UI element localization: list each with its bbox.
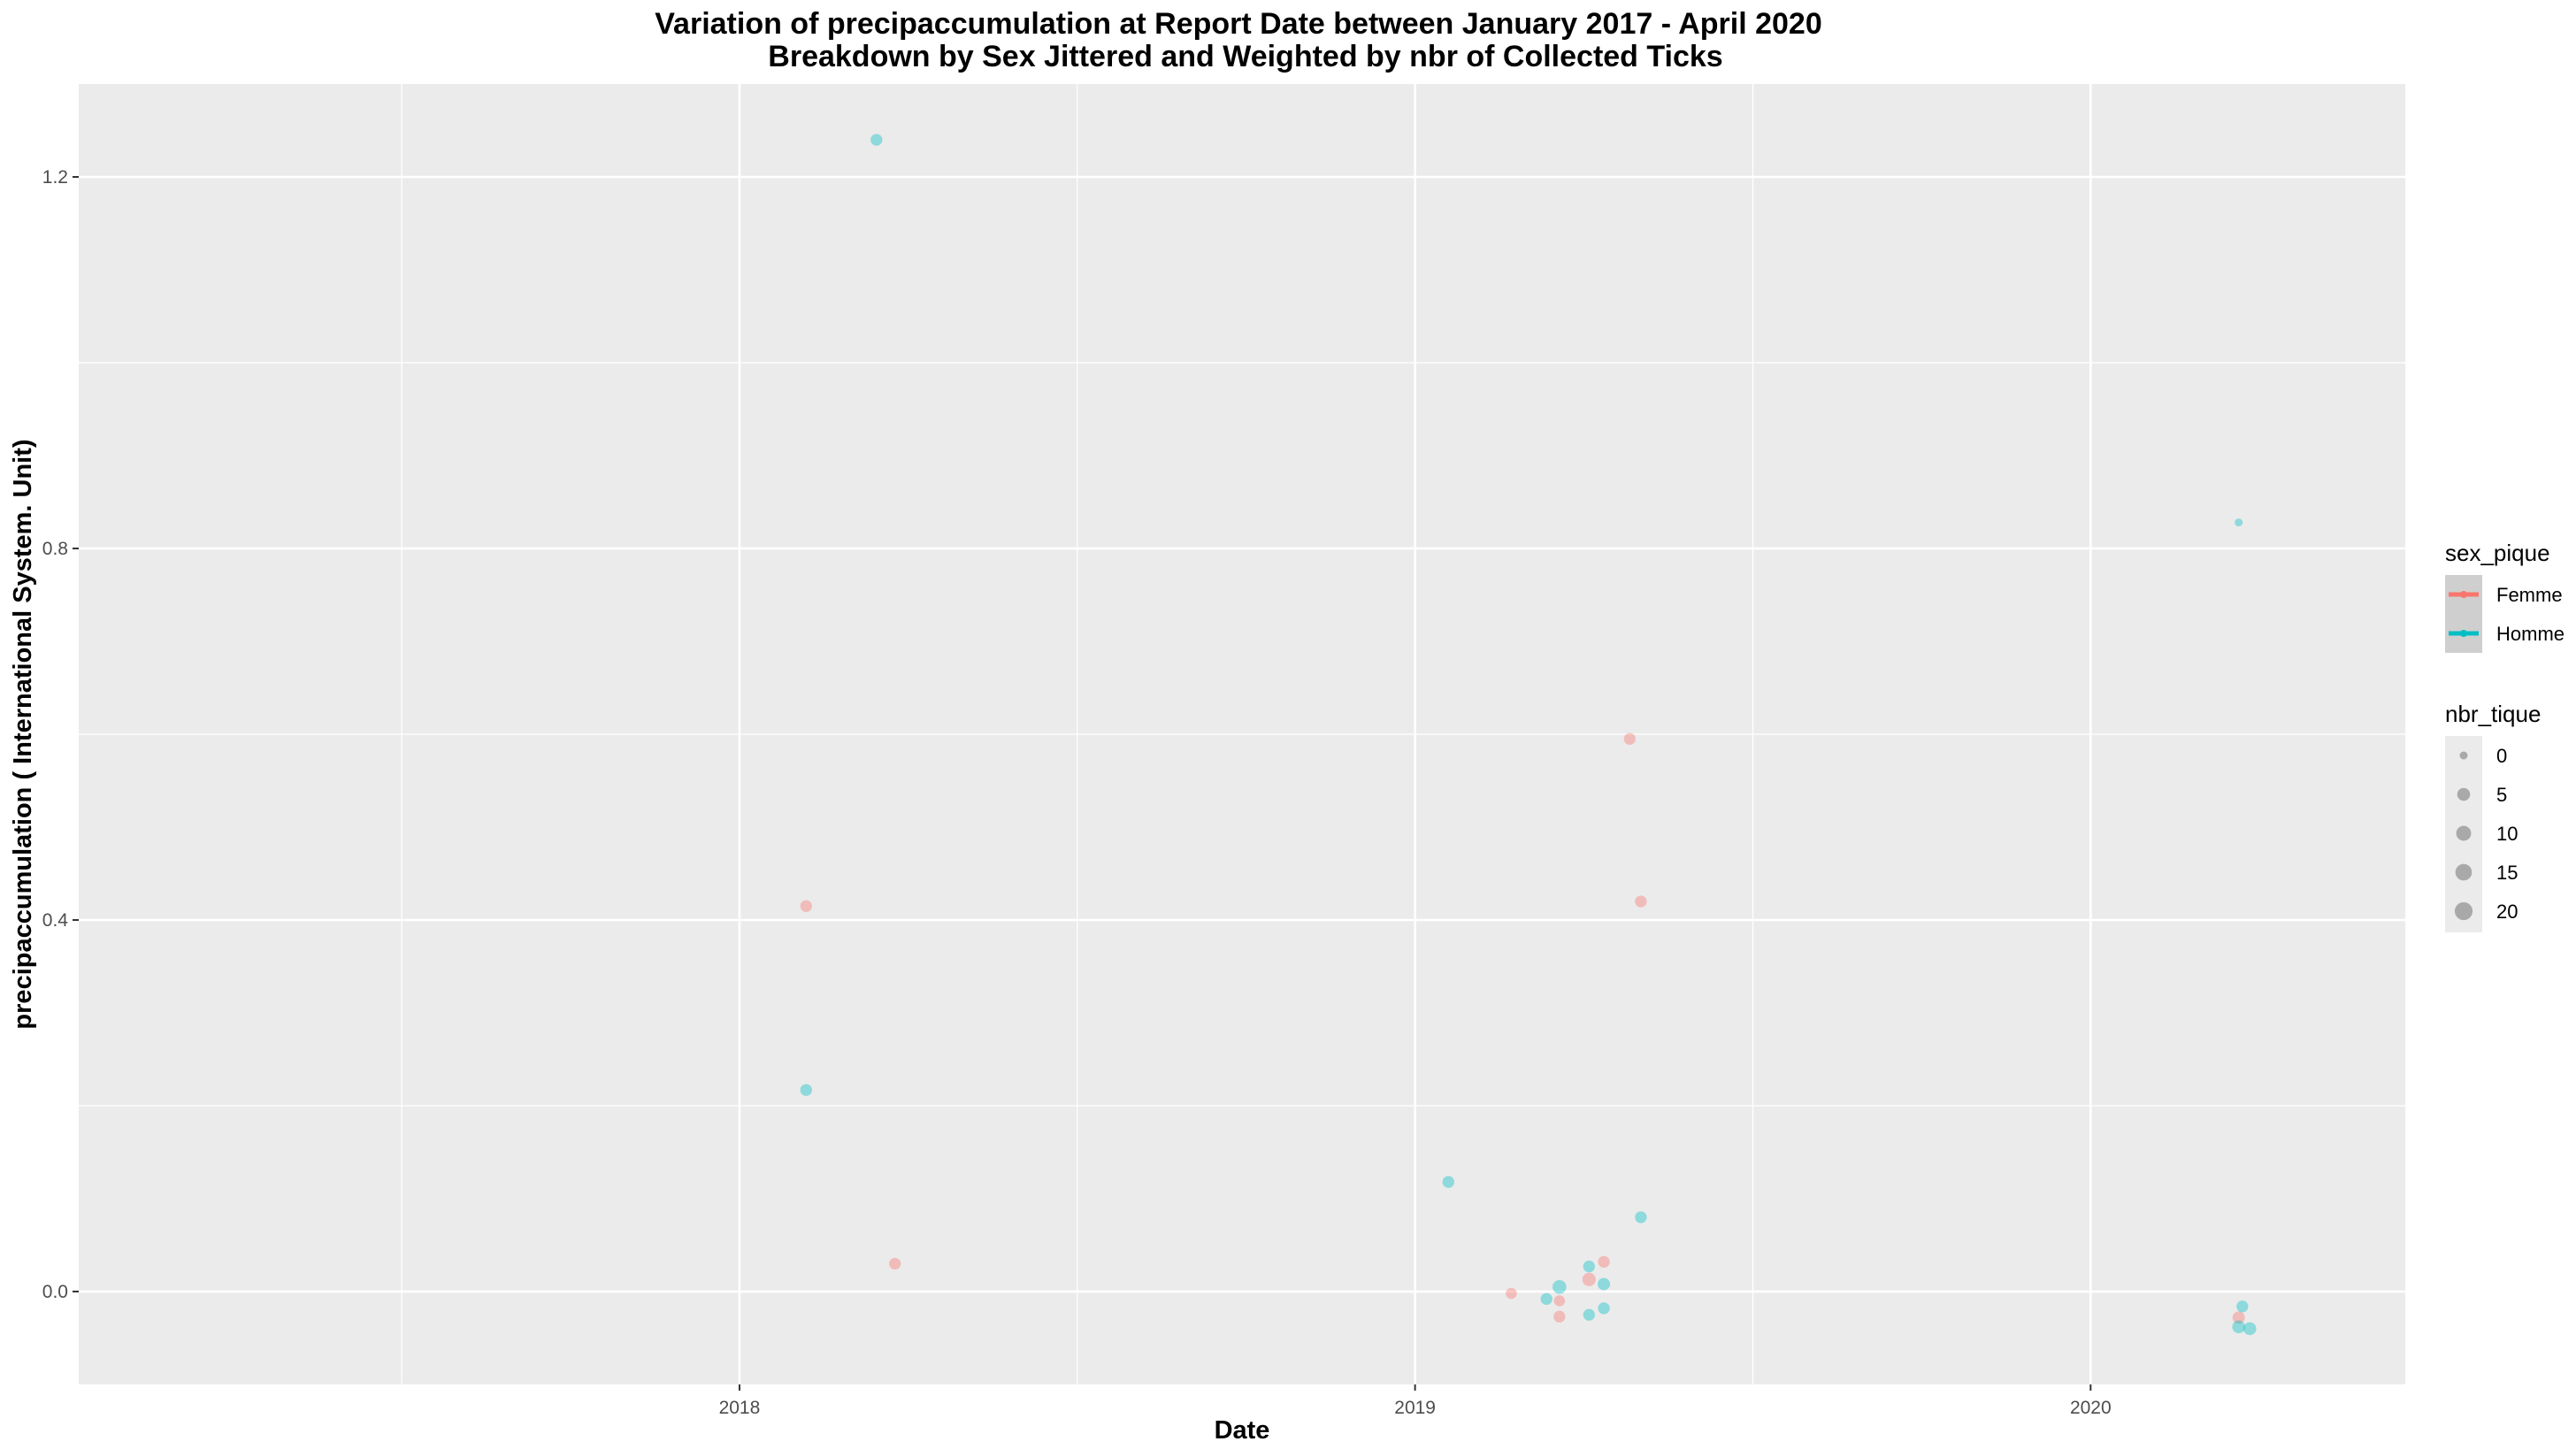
- minor-gridlines: [79, 84, 2405, 1384]
- legend-size-key: [2456, 825, 2472, 841]
- y-tick-label: 0.0: [42, 1282, 68, 1302]
- point-femme: [1506, 1287, 1517, 1300]
- legend-size-key: [2455, 863, 2472, 881]
- legend-sex: sex_pique Femme Homme: [2445, 540, 2564, 653]
- major-gridlines: [79, 84, 2405, 1384]
- legend-size-key: [2457, 787, 2471, 801]
- point-femme: [1582, 1272, 1596, 1286]
- legend-key-point-femme: [2460, 591, 2467, 598]
- point-femme: [1635, 895, 1647, 908]
- x-tick-label: 2020: [2070, 1398, 2112, 1418]
- legend-size-label: 20: [2496, 901, 2518, 923]
- x-tick-label: 2019: [1394, 1398, 1436, 1418]
- point-homme: [870, 134, 883, 146]
- y-axis-title: precipaccumulation ( International Syste…: [9, 439, 37, 1029]
- point-homme: [2242, 1322, 2257, 1336]
- y-tick-label: 1.2: [42, 167, 68, 188]
- legend-size-label: 5: [2496, 784, 2507, 806]
- point-homme: [1635, 1211, 1647, 1223]
- point-homme: [800, 1084, 812, 1096]
- point-homme: [2232, 1320, 2245, 1334]
- point-homme: [1552, 1279, 1567, 1294]
- legend-label-homme: Homme: [2496, 623, 2564, 645]
- y-tick-label: 0.8: [42, 539, 68, 559]
- point-femme: [800, 900, 812, 912]
- point-femme: [889, 1257, 901, 1270]
- legend-size-key: [2459, 751, 2468, 760]
- y-axis-ticks: 0.0 0.4 0.8 1.2: [42, 167, 79, 1302]
- chart-subtitle: Breakdown by Sex Jittered and Weighted b…: [768, 40, 1722, 73]
- point-homme: [2235, 518, 2243, 527]
- legend-size-label: 15: [2496, 862, 2518, 884]
- legend-sex-title: sex_pique: [2445, 540, 2550, 566]
- x-tick-label: 2018: [719, 1398, 761, 1418]
- legend-sex-key-bg: [2445, 575, 2482, 653]
- point-homme: [1598, 1277, 1611, 1291]
- point-homme: [1442, 1176, 1454, 1188]
- legend-size-key: [2454, 901, 2473, 921]
- legend-key-point-homme: [2460, 630, 2467, 637]
- point-homme: [1598, 1302, 1610, 1315]
- legend-size-key-bg: [2445, 736, 2482, 932]
- point-femme: [1623, 732, 1636, 745]
- legend-size: nbr_tique 0 5 10 15 20: [2445, 701, 2541, 932]
- legend-label-femme: Femme: [2496, 584, 2563, 606]
- point-femme: [2232, 1311, 2245, 1324]
- legend-size-label: 0: [2496, 745, 2507, 767]
- point-femme: [1553, 1310, 1566, 1323]
- data-points: [800, 134, 2257, 1336]
- point-homme: [1583, 1260, 1595, 1273]
- legend-size-label: 10: [2496, 823, 2518, 845]
- point-femme: [1553, 1295, 1566, 1307]
- point-homme: [2236, 1300, 2249, 1313]
- point-homme: [1540, 1292, 1552, 1306]
- x-axis-title: Date: [1215, 1416, 1270, 1445]
- point-homme: [1583, 1308, 1595, 1321]
- point-femme: [1598, 1255, 1610, 1269]
- x-axis-ticks: 2018 2019 2020: [719, 1384, 2112, 1418]
- legend-size-title: nbr_tique: [2445, 701, 2541, 727]
- chart-title: Variation of precipaccumulation at Repor…: [655, 7, 1822, 41]
- y-tick-label: 0.4: [42, 910, 69, 931]
